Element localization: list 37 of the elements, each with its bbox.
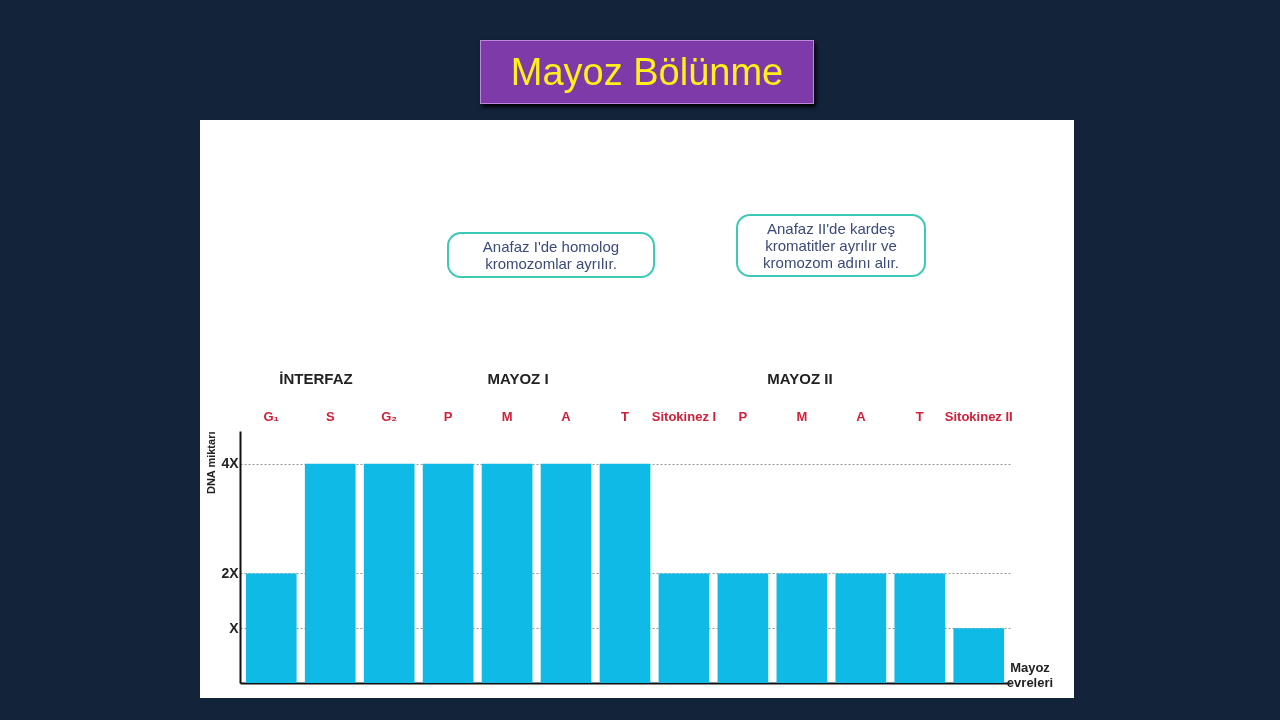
x-tick-label: M [501,408,513,424]
text: Anafaz I'de homolog kromozomlar ayrılır. [447,232,655,278]
y-tick-label: 2X [221,564,240,581]
x-tick-label: A [561,408,572,424]
text: MAYOZ II [761,370,839,387]
x-tick-label: A [856,408,867,424]
x-tick-label: P [738,408,748,424]
x-tick-label: Sitokinez II [944,408,1013,424]
y-axis-title: DNA miktarı [205,431,218,495]
x-tick-label: S [325,408,335,424]
bar [481,463,533,683]
text: İNTERFAZ [273,370,359,387]
x-tick-label: P [443,408,453,424]
bar [245,573,297,683]
y-tick-label: X [229,619,240,636]
bar [658,573,710,683]
x-tick-label: Sitokinez I [651,408,717,424]
bar [540,463,592,683]
bar [894,573,946,683]
x-tick-label: T [621,408,630,424]
y-tick-label: 4X [221,455,240,472]
bar [953,628,1005,683]
bar [717,573,769,683]
text: Anafaz II'de kardeş kromatitler ayrılır ve kromozom adını alır. [736,214,926,277]
x-axis-title: Mayoz evreleri [1005,660,1055,690]
text: MAYOZ I [481,370,555,387]
bar [776,573,828,683]
bar [304,463,356,683]
x-tick-label: G₁ [263,408,279,424]
bar [835,573,887,683]
bar [363,463,415,683]
bar [422,463,474,683]
bar [599,463,651,683]
x-tick-label: M [796,408,808,424]
chart-title: Mayoz Bölünme [480,40,814,104]
x-tick-label: T [915,408,924,424]
x-tick-label: G₂ [381,408,398,424]
